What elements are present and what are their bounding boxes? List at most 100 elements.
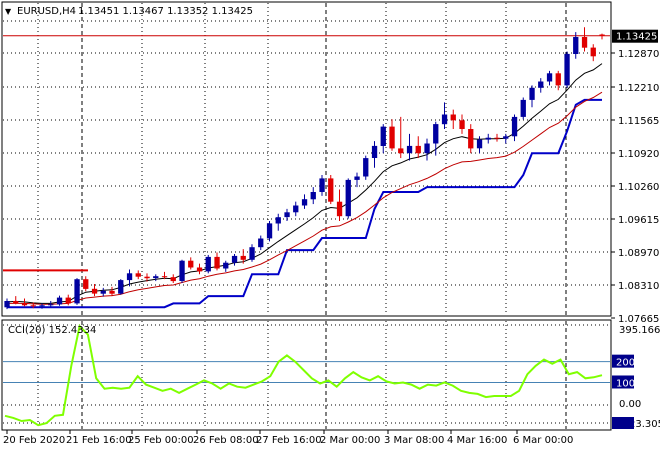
candle-body bbox=[371, 145, 378, 158]
candle-body bbox=[135, 273, 141, 277]
price-tick-label: 1.07665 bbox=[618, 314, 659, 325]
symbol-label: EURUSD,H4 bbox=[17, 6, 76, 17]
time-tick-label: 2 Mar 00:00 bbox=[320, 435, 380, 446]
cci-axis: 395.166 0.00 -123.305 200 100 bbox=[612, 325, 660, 430]
cci-series bbox=[4, 324, 603, 427]
ohlc-values: 1.13451 1.13467 1.13352 1.13425 bbox=[78, 6, 253, 17]
price-tick-label: 1.12870 bbox=[618, 49, 659, 60]
candle-body bbox=[100, 290, 106, 294]
symbol-arrow-icon: ▼ bbox=[5, 7, 12, 16]
candle-body bbox=[564, 53, 570, 86]
candle-body bbox=[415, 145, 421, 154]
candle-body bbox=[56, 297, 63, 305]
candle-body bbox=[476, 139, 483, 149]
candle-body bbox=[205, 256, 211, 272]
cci-line bbox=[4, 324, 603, 427]
candle-body bbox=[275, 217, 281, 224]
price-axis: 1.12870 1.12210 1.11565 1.10920 1.10260 1.096… bbox=[611, 49, 659, 325]
candle-body bbox=[573, 37, 579, 54]
price-tick-label: 1.10260 bbox=[618, 182, 659, 193]
candle-body bbox=[48, 304, 54, 306]
candle-body bbox=[249, 247, 255, 260]
cci-level-label: 200 bbox=[616, 358, 635, 369]
candle-body bbox=[231, 255, 238, 263]
time-tick-label: 20 Feb 2020 bbox=[3, 435, 65, 446]
candle-body bbox=[520, 99, 526, 117]
candle-body bbox=[354, 176, 360, 180]
candle-body bbox=[389, 126, 395, 149]
candle-body bbox=[380, 126, 386, 146]
candle-body bbox=[328, 178, 334, 202]
candle-body bbox=[153, 276, 159, 279]
price-tick-label: 1.12210 bbox=[618, 83, 659, 94]
candle-body bbox=[144, 276, 150, 279]
time-tick-label: 21 Feb 16:00 bbox=[66, 435, 132, 446]
candle-body bbox=[599, 34, 605, 36]
candle-body bbox=[118, 280, 124, 294]
candle-body bbox=[65, 297, 71, 304]
candle-body bbox=[581, 37, 588, 48]
candle-body bbox=[170, 277, 176, 282]
candle-body bbox=[179, 260, 185, 281]
cci-panel[interactable] bbox=[1, 319, 612, 431]
candle-body bbox=[126, 273, 133, 281]
candle-body bbox=[161, 276, 168, 278]
candle-body bbox=[406, 145, 413, 154]
price-tick-label: 1.11565 bbox=[618, 116, 659, 127]
candle-body bbox=[441, 114, 448, 125]
candle-body bbox=[30, 305, 36, 307]
slow-ma-line bbox=[7, 91, 603, 305]
candle-body bbox=[433, 124, 439, 144]
candle-body bbox=[188, 260, 194, 268]
current-price-label: 1.13425 bbox=[616, 32, 657, 43]
cci-min-tag bbox=[612, 417, 634, 429]
candle-body bbox=[529, 87, 535, 100]
candle-body bbox=[546, 73, 553, 82]
header: ▼ EURUSD,H4 1.13451 1.13467 1.13352 1.13… bbox=[5, 6, 253, 17]
support-step-line bbox=[7, 98, 602, 309]
candle-body bbox=[196, 267, 203, 272]
cci-label: CCI(20) 152.4334 bbox=[8, 325, 96, 336]
candle-body bbox=[310, 192, 316, 200]
candle-body bbox=[590, 47, 596, 57]
candles bbox=[4, 27, 605, 310]
candle-body bbox=[511, 116, 518, 137]
candle-body bbox=[39, 305, 45, 307]
price-grid bbox=[3, 3, 610, 315]
candle-body bbox=[91, 288, 98, 294]
price-panel[interactable] bbox=[1, 1, 612, 317]
candle-body bbox=[13, 301, 19, 304]
price-tick-label: 1.09615 bbox=[618, 215, 659, 226]
candle-body bbox=[398, 148, 404, 154]
cci-level-tag bbox=[612, 375, 634, 389]
price-tick-label: 1.10920 bbox=[618, 149, 659, 160]
candle-body bbox=[538, 81, 544, 88]
candle-body bbox=[319, 178, 325, 192]
candle-body bbox=[336, 201, 343, 217]
candle-body bbox=[555, 73, 561, 86]
price-tick-label: 1.08310 bbox=[618, 281, 659, 292]
candle-body bbox=[74, 279, 80, 304]
candle-body bbox=[424, 143, 430, 154]
cci-tick-label: 0.00 bbox=[619, 399, 641, 410]
time-tick-label: 3 Mar 08:00 bbox=[384, 435, 444, 446]
time-tick-label: 25 Feb 00:00 bbox=[128, 435, 194, 446]
fast-ma-line bbox=[6, 63, 603, 304]
candle-body bbox=[345, 179, 351, 217]
candle-body bbox=[468, 129, 474, 149]
candle-body bbox=[293, 205, 299, 213]
candle-body bbox=[459, 120, 465, 129]
candle-body bbox=[494, 137, 500, 139]
candle-body bbox=[214, 256, 220, 269]
candle-body bbox=[284, 212, 290, 218]
candle-body bbox=[301, 199, 308, 206]
cci-tick-label: -123.305 bbox=[619, 419, 660, 430]
cci-grid bbox=[3, 321, 610, 429]
time-tick-label: 6 Mar 00:00 bbox=[513, 435, 573, 446]
candle-body bbox=[266, 223, 273, 239]
indicator-lines bbox=[3, 35, 610, 309]
cci-level-label: 100 bbox=[616, 378, 635, 389]
candle-body bbox=[363, 158, 369, 177]
